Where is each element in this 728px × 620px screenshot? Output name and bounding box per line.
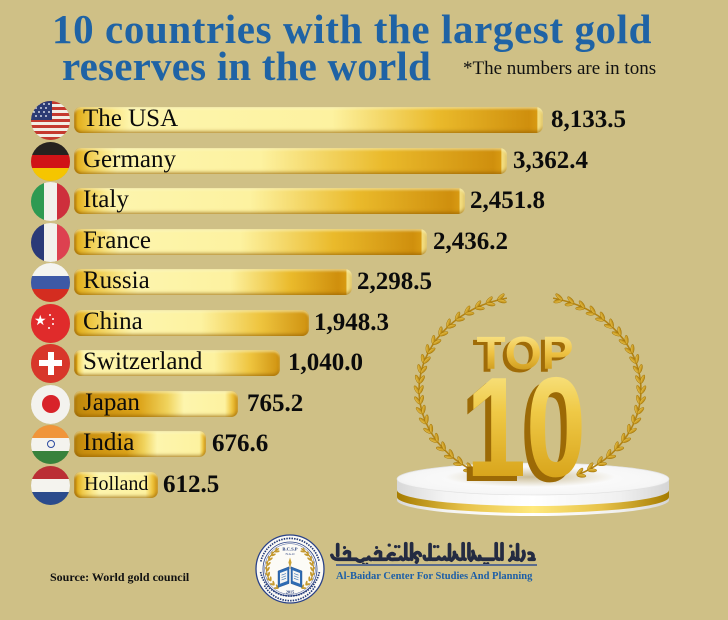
svg-text:B.C.S.P: B.C.S.P xyxy=(282,547,297,552)
svg-text:2015: 2015 xyxy=(286,590,294,595)
svg-text:10: 10 xyxy=(466,348,586,507)
svg-text:10: 10 xyxy=(460,353,580,512)
svg-text:TOP: TOP xyxy=(473,330,570,382)
svg-text:N.G.O: N.G.O xyxy=(285,552,295,556)
svg-text:TOP: TOP xyxy=(477,327,574,379)
